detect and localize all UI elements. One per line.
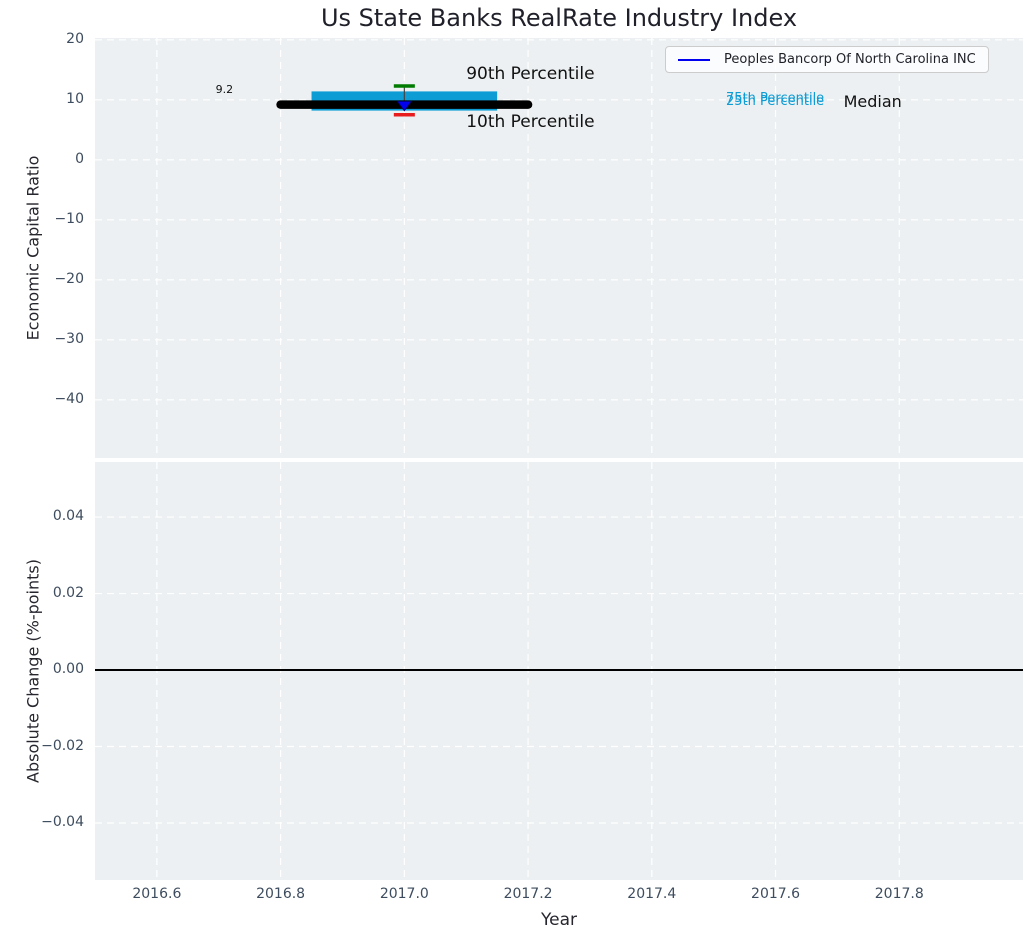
bottom-y-tick-label: 0.04 — [52, 508, 84, 525]
x-tick-label: 2017.6 — [751, 886, 801, 902]
bottom-y-tick-label: −0.04 — [41, 814, 84, 831]
annotation-p90-label: 90th Percentile — [466, 64, 595, 85]
top-y-tick-label: 20 — [66, 30, 84, 47]
top-y-tick-label: −10 — [54, 210, 84, 227]
bottom-y-tick-label: 0.02 — [52, 584, 84, 601]
x-axis-label: Year — [541, 910, 577, 930]
bottom-y-tick-label: 0.00 — [52, 661, 84, 678]
top-y-tick-label: −20 — [54, 270, 84, 287]
company-marker — [396, 100, 413, 112]
legend-label: Peoples Bancorp Of North Carolina INC — [724, 52, 976, 67]
annotation-p75-label: 75th Percentile — [726, 91, 825, 106]
annotation-p25-label: 25th Percentile — [726, 94, 825, 110]
top-y-tick-label: −30 — [54, 330, 84, 347]
x-tick-label: 2017.8 — [874, 886, 924, 902]
annotation-median-value: 9.2 — [215, 82, 234, 96]
x-tick-label: 2017.0 — [379, 886, 429, 902]
top-y-tick-label: 10 — [66, 90, 84, 107]
top-axes-canvas — [95, 38, 1023, 458]
top-y-tick-label: −40 — [54, 390, 84, 407]
x-tick-label: 2017.2 — [503, 886, 553, 902]
x-tick-label: 2017.4 — [627, 886, 677, 902]
legend: Peoples Bancorp Of North Carolina INC — [665, 46, 989, 73]
bottom-axes — [95, 462, 1023, 880]
chart-title: Us State Banks RealRate Industry Index — [320, 4, 798, 32]
annotation-median-label: Median — [843, 91, 902, 111]
x-tick-label: 2016.6 — [132, 886, 182, 902]
legend-line-swatch — [678, 58, 710, 61]
top-axes: 9.2 90th Percentile 10th Percentile 75th Pe… — [95, 38, 1023, 458]
bottom-axes-canvas — [95, 462, 1023, 880]
top-y-axis-label: Economic Capital Ratio — [23, 155, 43, 341]
x-tick-label: 2016.8 — [256, 886, 306, 902]
top-y-tick-label: 0 — [75, 150, 84, 167]
bottom-y-tick-label: −0.02 — [41, 737, 84, 754]
annotation-p10-label: 10th Percentile — [466, 111, 595, 132]
